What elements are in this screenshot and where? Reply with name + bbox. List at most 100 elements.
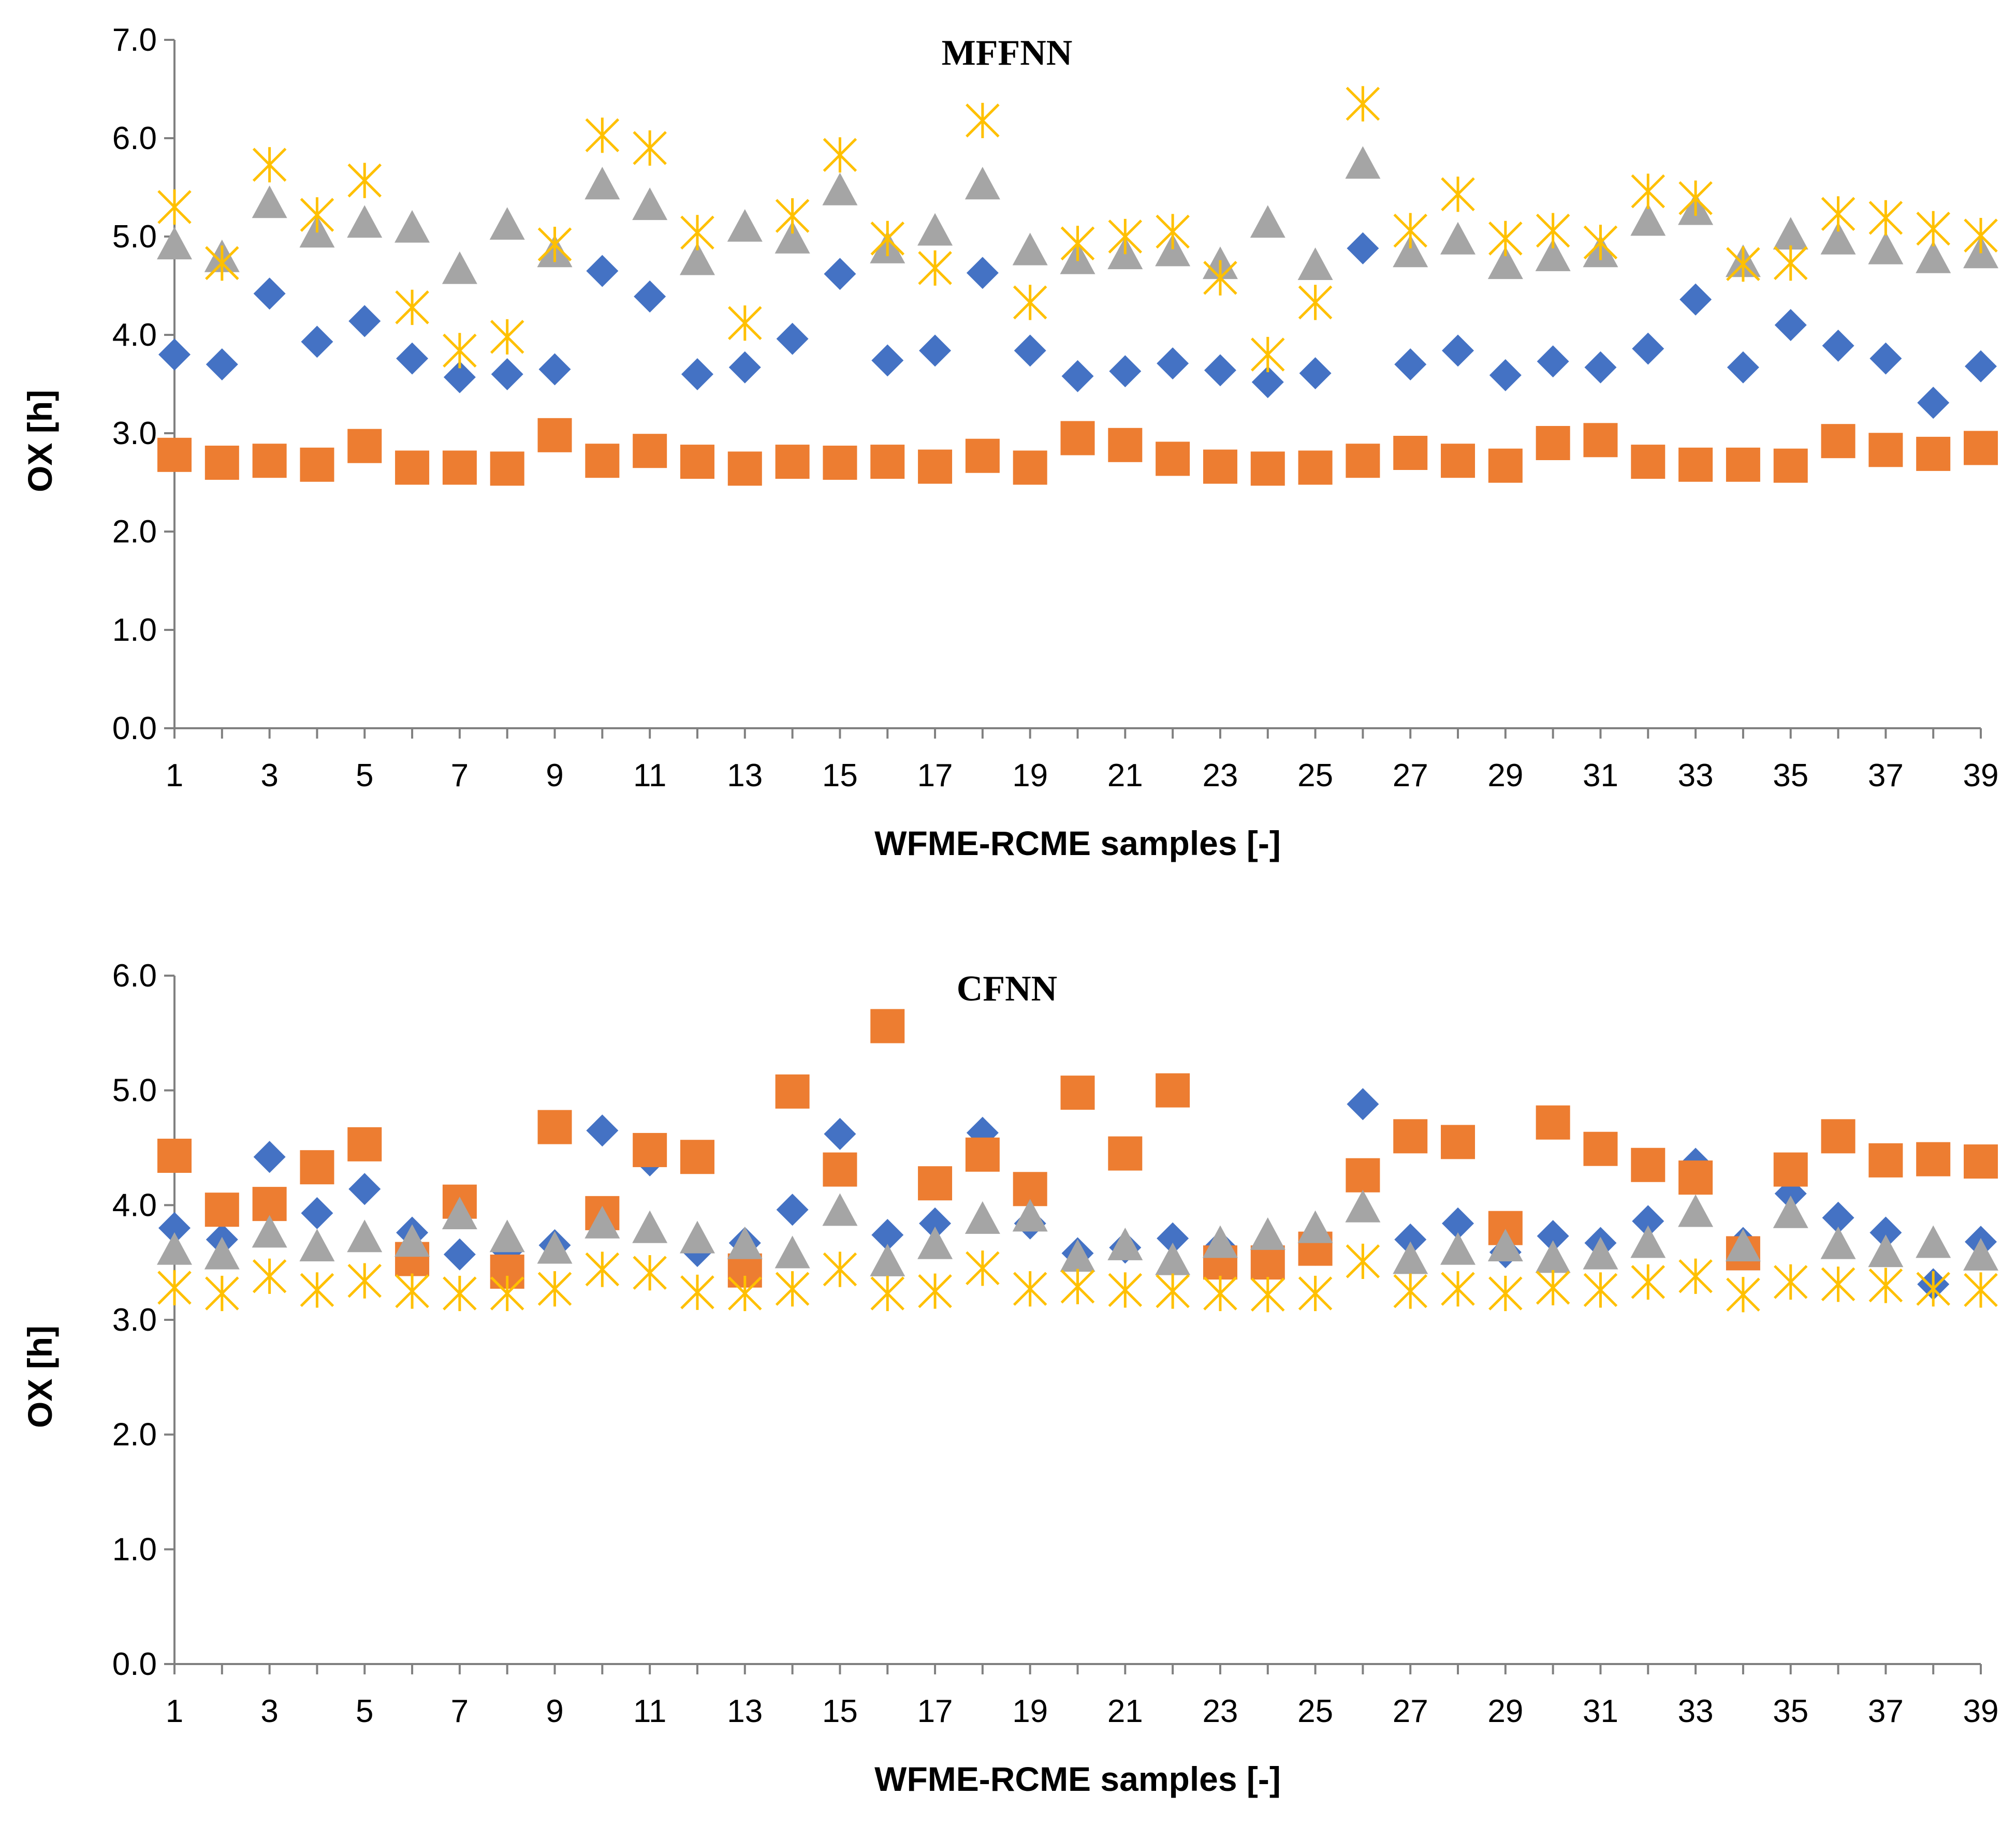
point-square (1821, 1119, 1856, 1154)
point-square (1060, 421, 1095, 455)
point-square (1060, 1076, 1095, 1110)
point-star (347, 1263, 382, 1299)
point-square (870, 445, 905, 479)
point-square (633, 1132, 667, 1167)
x-tick-label: 9 (546, 758, 563, 793)
point-diamond (301, 326, 333, 358)
y-axis-title: OX [h] (21, 1326, 59, 1428)
y-tick-label: 2.0 (112, 1417, 157, 1453)
point-square (918, 1166, 953, 1201)
point-star (633, 1255, 667, 1291)
point-star (300, 197, 334, 233)
point-diamond (1014, 334, 1046, 367)
point-square (1441, 1125, 1476, 1159)
point-diamond (301, 1197, 333, 1229)
y-tick-label: 0.0 (112, 711, 157, 746)
point-diamond (824, 258, 856, 290)
point-triangle (1345, 1189, 1381, 1223)
point-triangle (1012, 232, 1048, 266)
x-tick-label: 15 (822, 758, 858, 793)
point-diamond (871, 1218, 904, 1251)
point-star (1060, 1269, 1095, 1304)
point-diamond (348, 1173, 381, 1205)
point-triangle (537, 1231, 573, 1264)
chart-mffnn: MFFNN WFME-RCME samples [-] OX [h] 0.0 1.… (21, 22, 1998, 862)
point-square (1916, 436, 1951, 471)
point-square (1868, 1143, 1903, 1178)
point-square (1678, 447, 1713, 482)
point-square (395, 450, 430, 485)
point-star (966, 102, 1000, 138)
point-star (1773, 1264, 1808, 1300)
y-tick-label: 4.0 (112, 1187, 157, 1223)
point-star (395, 289, 429, 325)
point-triangle (1773, 217, 1808, 250)
point-square (1536, 1105, 1570, 1140)
x-tick-label: 15 (822, 1694, 858, 1729)
point-triangle (727, 209, 763, 242)
point-square (537, 1110, 572, 1144)
y-axis-title: OX [h] (21, 390, 59, 492)
point-triangle (1725, 1229, 1761, 1262)
point-triangle (299, 1229, 335, 1262)
point-diamond (1442, 334, 1474, 367)
point-triangle (1012, 1199, 1048, 1232)
point-star (1916, 1271, 1950, 1307)
y-tick-label: 3.0 (112, 1302, 157, 1338)
point-diamond (1679, 283, 1712, 316)
point-triangle (1535, 239, 1571, 271)
point-diamond (1109, 355, 1142, 388)
point-triangle (347, 205, 383, 238)
x-tick-label: 27 (1393, 1694, 1428, 1729)
point-square (204, 1193, 239, 1227)
point-diamond (1965, 350, 1997, 382)
x-tick-label: 1 (166, 758, 183, 793)
point-triangle (1250, 1217, 1285, 1250)
point-star (1868, 200, 1903, 236)
point-square (1964, 431, 1998, 465)
point-star (1108, 1272, 1143, 1308)
point-star (252, 1258, 287, 1294)
point-square (252, 444, 287, 478)
point-triangle (1916, 240, 1951, 273)
point-triangle (1393, 234, 1428, 268)
point-triangle (822, 1193, 858, 1226)
point-star (680, 215, 714, 251)
point-diamond (1157, 1222, 1189, 1255)
point-diamond (158, 1212, 191, 1244)
point-triangle (1202, 1225, 1238, 1258)
point-diamond (919, 334, 952, 367)
point-star (1536, 1270, 1570, 1306)
point-star (870, 1275, 905, 1312)
point-star (1964, 1272, 1998, 1308)
x-tick-label: 17 (917, 1694, 953, 1729)
x-tick-label: 7 (451, 1694, 469, 1729)
point-square (1346, 444, 1380, 478)
point-star (680, 1274, 714, 1310)
point-star (1631, 1264, 1666, 1300)
x-tick-label: 33 (1678, 758, 1714, 793)
point-triangle (679, 242, 715, 275)
point-star (1156, 1273, 1190, 1309)
point-star (1916, 211, 1950, 246)
point-square (347, 1127, 382, 1161)
point-triangle (1250, 205, 1285, 238)
x-axis-title: WFME-RCME samples [-] (874, 1760, 1281, 1798)
point-diamond (1822, 1201, 1854, 1234)
point-triangle (1440, 1232, 1476, 1265)
point-star (300, 1272, 334, 1308)
point-star (205, 245, 239, 281)
point-triangle (1155, 233, 1191, 267)
y-tick-label: 5.0 (112, 219, 157, 255)
point-diamond (396, 342, 429, 375)
x-tick-label: 31 (1583, 758, 1618, 793)
point-square (1678, 1160, 1713, 1195)
point-diamond (1584, 351, 1617, 384)
point-diamond (728, 351, 761, 384)
point-square (775, 445, 810, 479)
point-square (1441, 444, 1476, 478)
point-diamond (776, 1194, 809, 1226)
x-tick-label: 9 (546, 1694, 563, 1729)
point-triangle (1868, 231, 1904, 264)
